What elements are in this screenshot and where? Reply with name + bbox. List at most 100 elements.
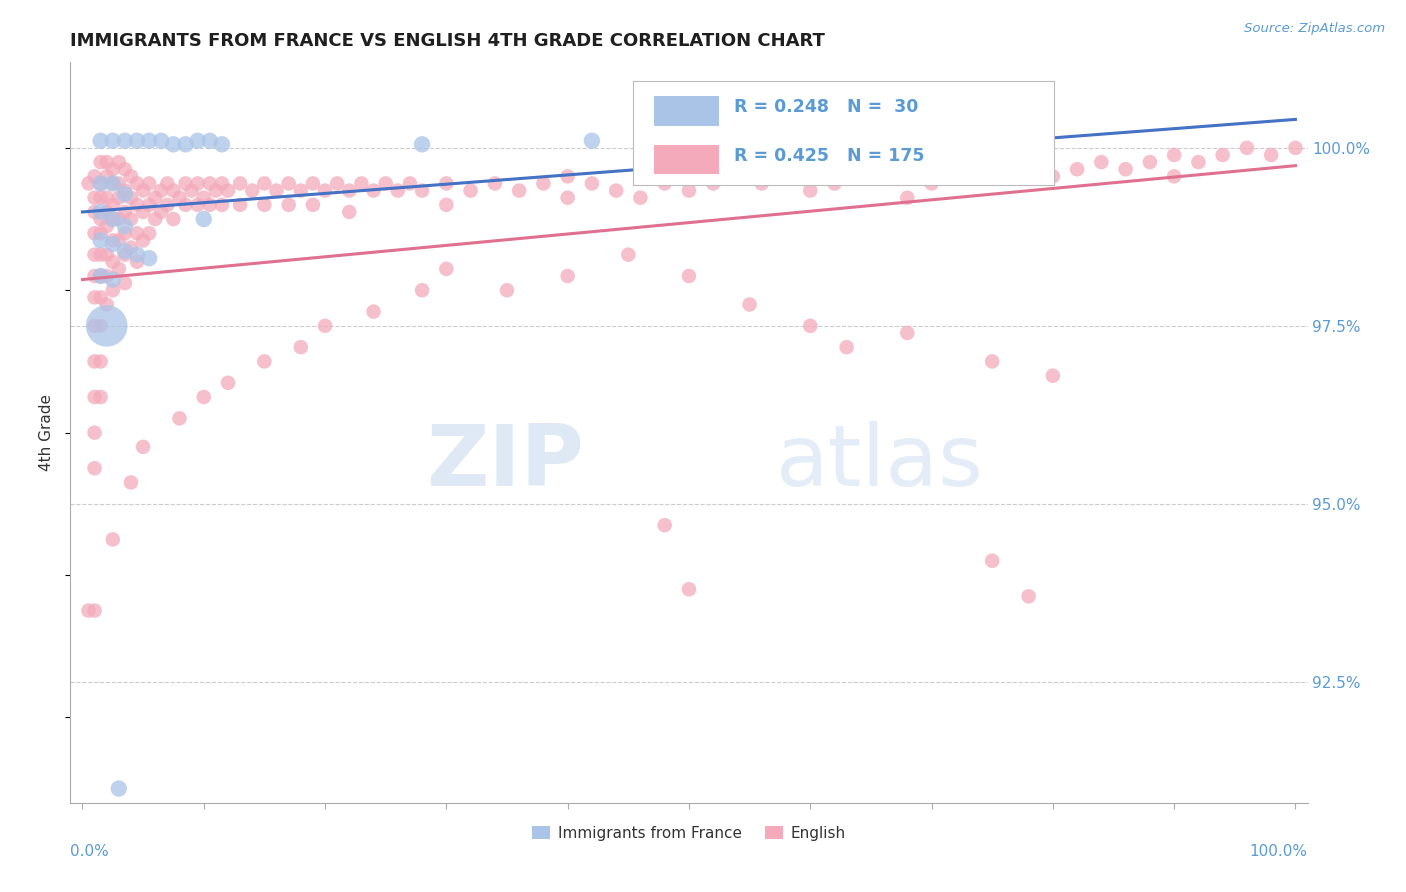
Point: [83, 604, 105, 618]
Point: [198, 198, 221, 212]
Text: ZIP: ZIP: [426, 421, 583, 504]
Point: [101, 212, 124, 227]
Point: [138, 227, 160, 241]
Point: [169, 411, 191, 425]
Point: [617, 247, 640, 261]
Point: [156, 198, 179, 212]
Point: [138, 177, 160, 191]
Point: [363, 184, 385, 198]
Text: IMMIGRANTS FROM FRANCE VS ENGLISH 4TH GRADE CORRELATION CHART: IMMIGRANTS FROM FRANCE VS ENGLISH 4TH GR…: [70, 32, 825, 50]
Point: [775, 169, 797, 184]
Point: [1042, 368, 1064, 383]
Point: [162, 212, 184, 227]
Point: [508, 184, 530, 198]
Point: [90, 177, 112, 191]
Point: [981, 354, 1004, 368]
Point: [180, 184, 202, 198]
Point: [132, 234, 155, 248]
Point: [83, 461, 105, 475]
Point: [162, 184, 184, 198]
Point: [120, 241, 142, 255]
Point: [150, 134, 173, 148]
Point: [108, 191, 131, 205]
Point: [1018, 590, 1040, 604]
Point: [108, 781, 131, 796]
Point: [90, 177, 112, 191]
Point: [120, 169, 142, 184]
Point: [628, 169, 651, 184]
Point: [156, 177, 179, 191]
Point: [824, 177, 846, 191]
Point: [114, 162, 136, 177]
Point: [90, 134, 112, 148]
Point: [872, 162, 894, 177]
Point: [169, 191, 191, 205]
Point: [101, 234, 124, 248]
Point: [108, 234, 131, 248]
Point: [90, 290, 112, 304]
Point: [314, 318, 336, 333]
Point: [90, 268, 112, 283]
Point: [193, 390, 215, 404]
Point: [799, 318, 821, 333]
Point: [96, 155, 118, 169]
Point: [921, 177, 943, 191]
Point: [174, 177, 197, 191]
Point: [654, 518, 676, 533]
Point: [101, 283, 124, 297]
Point: [290, 184, 312, 198]
Point: [193, 212, 215, 227]
Point: [211, 198, 233, 212]
Point: [125, 254, 148, 268]
Point: [101, 177, 124, 191]
Point: [678, 184, 700, 198]
Point: [114, 205, 136, 219]
Point: [101, 237, 124, 252]
Point: [83, 227, 105, 241]
Point: [96, 268, 118, 283]
Point: [1139, 155, 1161, 169]
Point: [678, 268, 700, 283]
Point: [628, 191, 651, 205]
Point: [96, 297, 118, 311]
Point: [101, 254, 124, 268]
Point: [125, 227, 148, 241]
Point: [83, 205, 105, 219]
Point: [83, 268, 105, 283]
Point: [101, 533, 124, 547]
Point: [835, 340, 858, 354]
Point: [90, 234, 112, 248]
Point: [751, 177, 773, 191]
Point: [1066, 162, 1088, 177]
Point: [150, 184, 173, 198]
Point: [101, 212, 124, 227]
Point: [557, 191, 579, 205]
Point: [138, 198, 160, 212]
Point: [1187, 155, 1209, 169]
Point: [187, 177, 209, 191]
Point: [90, 191, 112, 205]
Point: [434, 198, 457, 212]
Point: [1163, 148, 1185, 162]
Point: [484, 177, 506, 191]
Point: [581, 134, 603, 148]
Point: [132, 184, 155, 198]
Point: [337, 205, 360, 219]
Point: [83, 247, 105, 261]
Point: [229, 198, 252, 212]
Point: [229, 177, 252, 191]
Point: [1090, 155, 1112, 169]
Point: [187, 198, 209, 212]
Point: [96, 191, 118, 205]
Point: [83, 425, 105, 440]
Point: [132, 205, 155, 219]
Point: [90, 354, 112, 368]
Point: [211, 137, 233, 152]
Point: [187, 134, 209, 148]
Text: Source: ZipAtlas.com: Source: ZipAtlas.com: [1244, 22, 1385, 36]
Point: [302, 177, 325, 191]
Point: [83, 390, 105, 404]
Point: [531, 177, 554, 191]
Point: [727, 169, 749, 184]
Point: [96, 318, 118, 333]
